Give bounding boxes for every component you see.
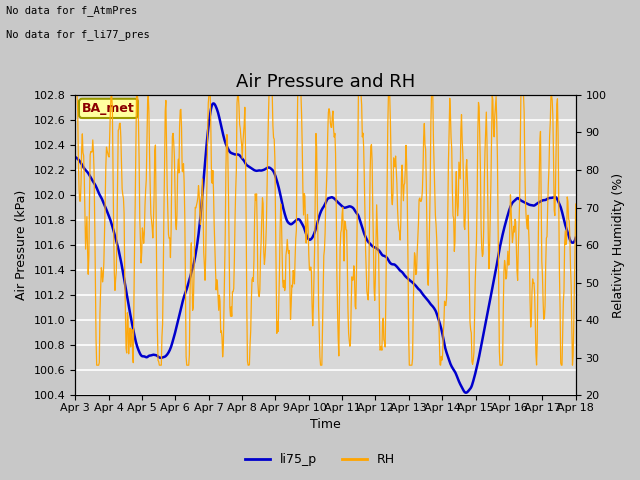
- Title: Air Pressure and RH: Air Pressure and RH: [236, 72, 415, 91]
- Text: BA_met: BA_met: [82, 102, 135, 115]
- Legend: li75_p, RH: li75_p, RH: [240, 448, 400, 471]
- Y-axis label: Relativity Humidity (%): Relativity Humidity (%): [612, 172, 625, 318]
- X-axis label: Time: Time: [310, 419, 341, 432]
- Text: No data for f_li77_pres: No data for f_li77_pres: [6, 29, 150, 40]
- Text: No data for f_AtmPres: No data for f_AtmPres: [6, 5, 138, 16]
- Y-axis label: Air Pressure (kPa): Air Pressure (kPa): [15, 190, 28, 300]
